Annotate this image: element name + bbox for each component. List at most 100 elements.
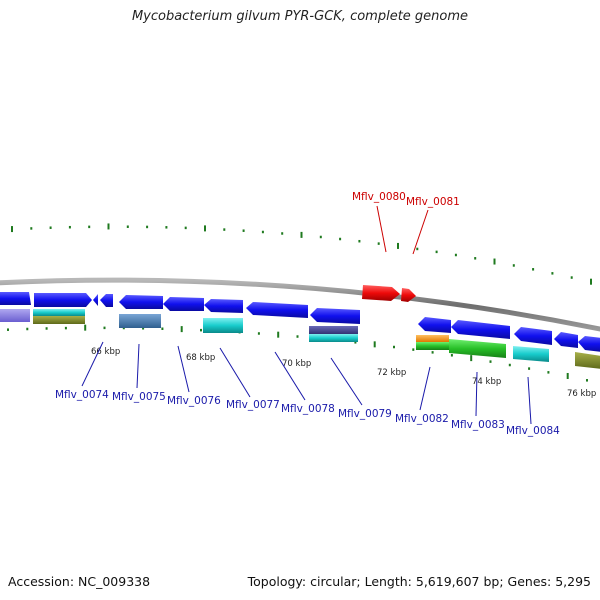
minor-tick bbox=[319, 235, 322, 239]
minor-tick bbox=[474, 257, 477, 260]
minor-tick bbox=[551, 272, 554, 275]
major-tick bbox=[84, 324, 87, 331]
genome-summary: Topology: circular; Length: 5,619,607 bp… bbox=[247, 574, 591, 589]
minor-tick bbox=[431, 351, 434, 354]
minor-tick bbox=[184, 226, 187, 230]
gene-arrow[interactable] bbox=[310, 308, 360, 324]
minor-tick bbox=[257, 332, 260, 335]
major-tick bbox=[107, 223, 110, 230]
feature-track bbox=[0, 309, 600, 369]
gene-label-mflv-0079[interactable]: Mflv_0079 bbox=[338, 408, 392, 420]
outer-tick-ring bbox=[11, 223, 592, 285]
genome-backbone bbox=[0, 277, 600, 332]
minor-tick bbox=[242, 229, 245, 232]
scale-label: 76 kbp bbox=[567, 389, 596, 399]
minor-tick bbox=[103, 326, 106, 330]
scale-label: 70 kbp bbox=[282, 359, 311, 369]
feature-block[interactable] bbox=[416, 342, 449, 350]
feature-block[interactable] bbox=[575, 352, 600, 369]
accession-label: Accession: NC_009338 bbox=[8, 574, 151, 589]
minor-tick bbox=[7, 328, 9, 331]
minor-tick bbox=[435, 250, 438, 254]
minor-tick bbox=[142, 327, 145, 330]
major-tick bbox=[397, 242, 399, 249]
major-tick bbox=[204, 225, 206, 232]
minor-tick bbox=[88, 225, 91, 229]
reverse-genes-track bbox=[0, 292, 600, 352]
gene-arrow[interactable] bbox=[93, 294, 98, 306]
gene-label-mflv-0076[interactable]: Mflv_0076 bbox=[167, 395, 221, 407]
minor-tick bbox=[200, 328, 202, 332]
gene-label-mflv-0074[interactable]: Mflv_0074 bbox=[55, 389, 109, 401]
major-tick bbox=[277, 331, 280, 338]
gene-arrow[interactable] bbox=[0, 292, 31, 305]
major-tick bbox=[11, 226, 13, 233]
gene-mflv-0080[interactable] bbox=[362, 285, 400, 301]
gene-label-mflv-0083[interactable]: Mflv_0083 bbox=[451, 419, 505, 431]
feature-block[interactable] bbox=[33, 316, 85, 324]
gene-label-mflv-0084[interactable]: Mflv_0084 bbox=[506, 425, 560, 437]
gene-label-mflv-0081[interactable]: Mflv_0081 bbox=[406, 196, 460, 208]
minor-tick bbox=[508, 363, 511, 367]
feature-block[interactable] bbox=[33, 309, 85, 316]
minor-tick bbox=[528, 367, 531, 370]
scale-label: 66 kbp bbox=[91, 347, 120, 357]
major-tick bbox=[180, 326, 183, 333]
major-tick bbox=[470, 355, 473, 362]
minor-tick bbox=[412, 348, 415, 351]
minor-tick bbox=[454, 253, 457, 257]
scale-labels: 66 kbp 68 kbp 70 kbp 72 kbp 74 kbp 76 kb… bbox=[91, 347, 596, 399]
minor-tick bbox=[49, 226, 52, 229]
minor-tick bbox=[45, 327, 48, 330]
minor-tick bbox=[547, 371, 550, 374]
minor-tick bbox=[339, 237, 342, 241]
minor-tick bbox=[393, 345, 395, 349]
scale-label: 72 kbp bbox=[377, 368, 406, 378]
minor-tick bbox=[296, 335, 299, 338]
major-tick bbox=[493, 258, 496, 265]
minor-tick bbox=[223, 228, 226, 231]
gene-arrow[interactable] bbox=[514, 327, 552, 345]
minor-tick bbox=[26, 327, 29, 331]
gene-arrow[interactable] bbox=[418, 317, 451, 333]
gene-arrow[interactable] bbox=[163, 297, 204, 311]
minor-tick bbox=[146, 225, 149, 229]
minor-tick bbox=[30, 227, 33, 230]
major-tick bbox=[566, 372, 569, 379]
gene-label-mflv-0080[interactable]: Mflv_0080 bbox=[352, 191, 406, 203]
minor-tick bbox=[165, 226, 168, 229]
gene-arrow[interactable] bbox=[451, 320, 510, 339]
minor-tick bbox=[354, 341, 357, 344]
feature-block[interactable] bbox=[203, 318, 243, 333]
feature-block[interactable] bbox=[119, 314, 161, 328]
feature-block[interactable] bbox=[0, 309, 30, 322]
gene-arrow[interactable] bbox=[119, 295, 163, 309]
gene-arrow[interactable] bbox=[578, 336, 600, 352]
highlighted-genes bbox=[362, 285, 416, 302]
gene-mflv-0081[interactable] bbox=[401, 288, 416, 302]
feature-block[interactable] bbox=[449, 339, 506, 358]
minor-tick bbox=[450, 354, 453, 357]
minor-tick bbox=[512, 264, 515, 267]
feature-block[interactable] bbox=[309, 326, 358, 335]
major-tick bbox=[590, 278, 592, 285]
gene-label-mflv-0075[interactable]: Mflv_0075 bbox=[112, 391, 166, 403]
minor-tick bbox=[586, 379, 588, 382]
minor-tick bbox=[532, 268, 535, 271]
feature-block[interactable] bbox=[416, 335, 449, 342]
gene-label-mflv-0082[interactable]: Mflv_0082 bbox=[395, 413, 449, 425]
gene-arrow[interactable] bbox=[34, 293, 92, 307]
feature-block[interactable] bbox=[513, 346, 549, 362]
minor-tick bbox=[570, 276, 573, 279]
gene-label-mflv-0078[interactable]: Mflv_0078 bbox=[281, 403, 335, 415]
minor-tick bbox=[64, 326, 67, 330]
map-title: Mycobacterium gilvum PYR-GCK, complete g… bbox=[131, 9, 469, 24]
gene-labels: Mflv_0080 Mflv_0081 Mflv_0074 Mflv_0075 … bbox=[55, 191, 560, 437]
gene-label-mflv-0077[interactable]: Mflv_0077 bbox=[226, 399, 280, 411]
gene-arrow[interactable] bbox=[100, 294, 113, 307]
gene-arrow[interactable] bbox=[554, 332, 578, 348]
gene-arrow[interactable] bbox=[204, 299, 243, 313]
feature-block[interactable] bbox=[309, 334, 358, 342]
gene-arrow[interactable] bbox=[246, 302, 308, 318]
